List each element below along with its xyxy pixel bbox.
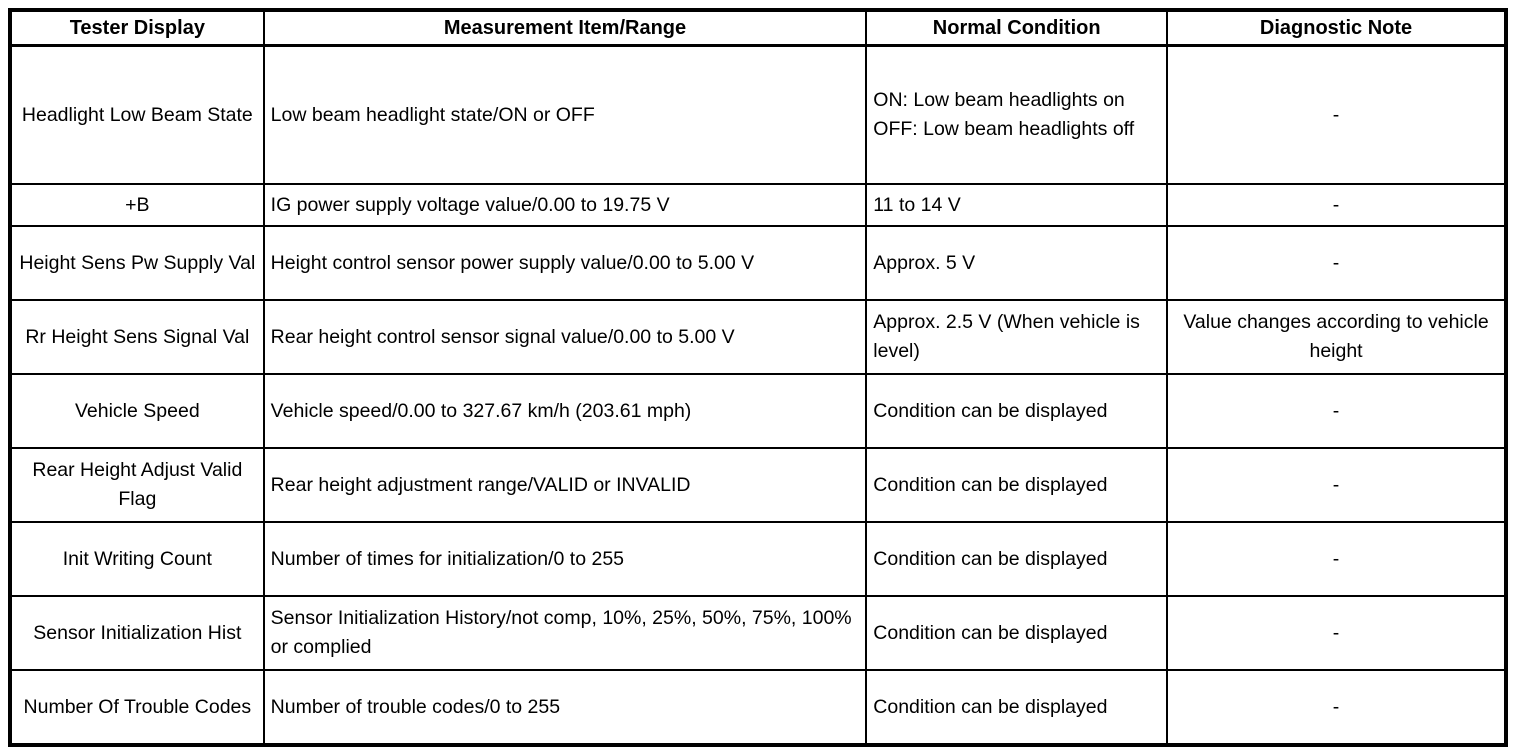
cell-diagnostic-note: -: [1166, 225, 1507, 301]
table-row: +B IG power supply voltage value/0.00 to…: [9, 183, 1507, 227]
cell-tester-display: Number Of Trouble Codes: [9, 669, 265, 746]
table-row: Rear Height Adjust Valid Flag Rear heigh…: [9, 447, 1507, 523]
cell-measurement: Rear height control sensor signal value/…: [262, 299, 868, 375]
cell-normal-condition: Condition can be displayed: [865, 447, 1169, 523]
cell-normal-condition: Condition can be displayed: [865, 669, 1169, 746]
cell-normal-condition: 11 to 14 V: [865, 183, 1169, 227]
table-row: Sensor Initialization Hist Sensor Initia…: [9, 595, 1507, 671]
table-row: Vehicle Speed Vehicle speed/0.00 to 327.…: [9, 373, 1507, 449]
cell-tester-display: Init Writing Count: [9, 521, 265, 597]
cell-normal-condition: Approx. 5 V: [865, 225, 1169, 301]
cell-measurement: Height control sensor power supply value…: [262, 225, 868, 301]
cell-diagnostic-note: -: [1166, 183, 1507, 227]
cell-measurement: Number of times for initialization/0 to …: [262, 521, 868, 597]
cell-measurement: Number of trouble codes/0 to 255: [262, 669, 868, 746]
cell-diagnostic-note: -: [1166, 595, 1507, 671]
table-row: Rr Height Sens Signal Val Rear height co…: [9, 299, 1507, 375]
header-cell-diagnostic-note: Diagnostic Note: [1166, 9, 1507, 47]
cell-measurement: Rear height adjustment range/VALID or IN…: [262, 447, 868, 523]
cell-diagnostic-note: -: [1166, 521, 1507, 597]
cell-tester-display: Vehicle Speed: [9, 373, 265, 449]
cell-diagnostic-note: -: [1166, 373, 1507, 449]
cell-tester-display: Sensor Initialization Hist: [9, 595, 265, 671]
header-cell-measurement-item-range: Measurement Item/Range: [262, 9, 868, 47]
table-row: Headlight Low Beam State Low beam headli…: [9, 44, 1507, 185]
cell-tester-display: Rr Height Sens Signal Val: [9, 299, 265, 375]
cell-tester-display: Height Sens Pw Supply Val: [9, 225, 265, 301]
cell-measurement: Vehicle speed/0.00 to 327.67 km/h (203.6…: [262, 373, 868, 449]
cell-diagnostic-note: Value changes according to vehicle heigh…: [1166, 299, 1507, 375]
header-cell-tester-display: Tester Display: [9, 9, 265, 47]
header-row: Tester Display Measurement Item/Range No…: [9, 9, 1507, 47]
cell-normal-condition: ON: Low beam headlights on OFF: Low beam…: [865, 44, 1169, 185]
cell-tester-display: Rear Height Adjust Valid Flag: [9, 447, 265, 523]
cell-normal-condition: Condition can be displayed: [865, 373, 1169, 449]
cell-measurement: Low beam headlight state/ON or OFF: [262, 44, 868, 185]
table-row: Number Of Trouble Codes Number of troubl…: [9, 669, 1507, 746]
table-row: Height Sens Pw Supply Val Height control…: [9, 225, 1507, 301]
cell-tester-display: Headlight Low Beam State: [9, 44, 265, 185]
cell-measurement: IG power supply voltage value/0.00 to 19…: [262, 183, 868, 227]
cell-diagnostic-note: -: [1166, 44, 1507, 185]
table-row: Init Writing Count Number of times for i…: [9, 521, 1507, 597]
cell-measurement: Sensor Initialization History/not comp, …: [262, 595, 868, 671]
header-cell-normal-condition: Normal Condition: [865, 9, 1169, 47]
cell-normal-condition: Condition can be displayed: [865, 521, 1169, 597]
cell-diagnostic-note: -: [1166, 447, 1507, 523]
cell-normal-condition: Approx. 2.5 V (When vehicle is level): [865, 299, 1169, 375]
cell-tester-display: +B: [9, 183, 265, 227]
diagnostic-data-table: Tester Display Measurement Item/Range No…: [8, 8, 1508, 747]
cell-normal-condition: Condition can be displayed: [865, 595, 1169, 671]
cell-diagnostic-note: -: [1166, 669, 1507, 746]
